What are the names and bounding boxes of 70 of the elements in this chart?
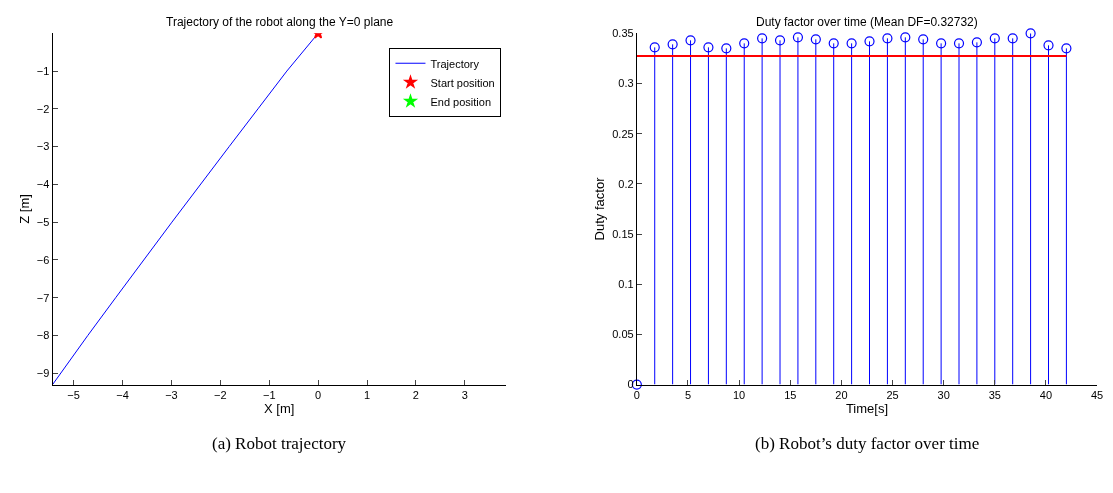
point: [828, 38, 839, 49]
x-tick-label: −1: [262, 388, 276, 401]
text: (a) Robot trajectory: [212, 434, 347, 453]
point: [739, 38, 750, 49]
x-tick-label: 1: [363, 388, 371, 401]
x-tick-label: 3: [461, 388, 468, 401]
y-tick-label: −2: [36, 102, 50, 115]
x-tick-label: 0: [315, 388, 322, 401]
point: [846, 38, 857, 49]
point: [936, 38, 947, 49]
point: [721, 43, 732, 54]
legend-label: End position: [430, 95, 492, 108]
x-tick-label: 10: [732, 388, 746, 401]
y-tick-label: 0.35: [612, 27, 634, 40]
point: [1061, 43, 1072, 54]
point: [649, 42, 660, 53]
y-tick-label: −4: [36, 178, 50, 191]
x-tick-label: 30: [937, 388, 950, 401]
point: [882, 33, 893, 44]
x-tick-label: −5: [67, 388, 80, 401]
point: [918, 34, 929, 45]
chart-title: Trajectory of the robot along the Y=0 plane: [166, 15, 394, 29]
point: [864, 36, 875, 47]
text: (b) Robot’s duty factor over time: [755, 434, 980, 453]
point: [685, 35, 696, 46]
point: [703, 42, 714, 53]
legend-label: Start position: [430, 76, 495, 89]
point: [1043, 40, 1054, 51]
y-tick-label: −5: [36, 216, 50, 229]
point: [900, 32, 911, 43]
point: [757, 33, 768, 44]
x-tick-label: 40: [1039, 388, 1053, 401]
x-tick-label: 45: [1090, 388, 1104, 401]
x-tick-label: −3: [165, 388, 178, 401]
y-tick-label: 0.1: [618, 278, 634, 291]
y-tick-label: 0.15: [612, 227, 634, 240]
y-tick-label: −7: [36, 291, 50, 304]
y-tick-label: 0: [627, 378, 634, 391]
point: [1025, 28, 1036, 39]
y-tick-label: −6: [36, 253, 50, 266]
point: [774, 35, 786, 46]
x-tick-label: 15: [784, 388, 797, 401]
x-tick-label: 5: [684, 388, 692, 401]
y-axis-title: Duty factor: [592, 176, 608, 241]
x-tick-label: −2: [214, 388, 227, 401]
y-tick-label: 0.05: [612, 328, 634, 341]
x-tick-label: 20: [835, 388, 848, 401]
x-axis-title: Time[s]: [845, 400, 889, 416]
y-tick-label: −1: [36, 64, 50, 77]
point: [971, 37, 982, 48]
y-tick-label: −9: [36, 367, 50, 380]
y-tick-label: 0.25: [612, 127, 634, 140]
point: [792, 32, 804, 43]
chart-title: Duty factor over time (Mean DF=0.32732): [756, 15, 978, 29]
y-tick-label: 0.3: [618, 77, 634, 90]
point: [989, 33, 1000, 44]
x-axis-title: X [m]: [264, 400, 295, 416]
x-tick-label: 2: [412, 388, 419, 401]
point: [667, 39, 678, 50]
legend-label: Trajectory: [430, 57, 480, 70]
point: [810, 34, 821, 45]
x-tick-label: 25: [886, 388, 899, 401]
y-axis-title: Z [m]: [16, 194, 32, 224]
x-tick-label: 35: [988, 388, 1001, 401]
y-tick-label: 0.2: [618, 177, 634, 190]
point: [953, 38, 965, 49]
x-tick-label: −4: [116, 388, 129, 401]
y-tick-label: −3: [36, 140, 50, 153]
y-tick-label: −8: [36, 329, 50, 342]
point: [1007, 33, 1018, 44]
